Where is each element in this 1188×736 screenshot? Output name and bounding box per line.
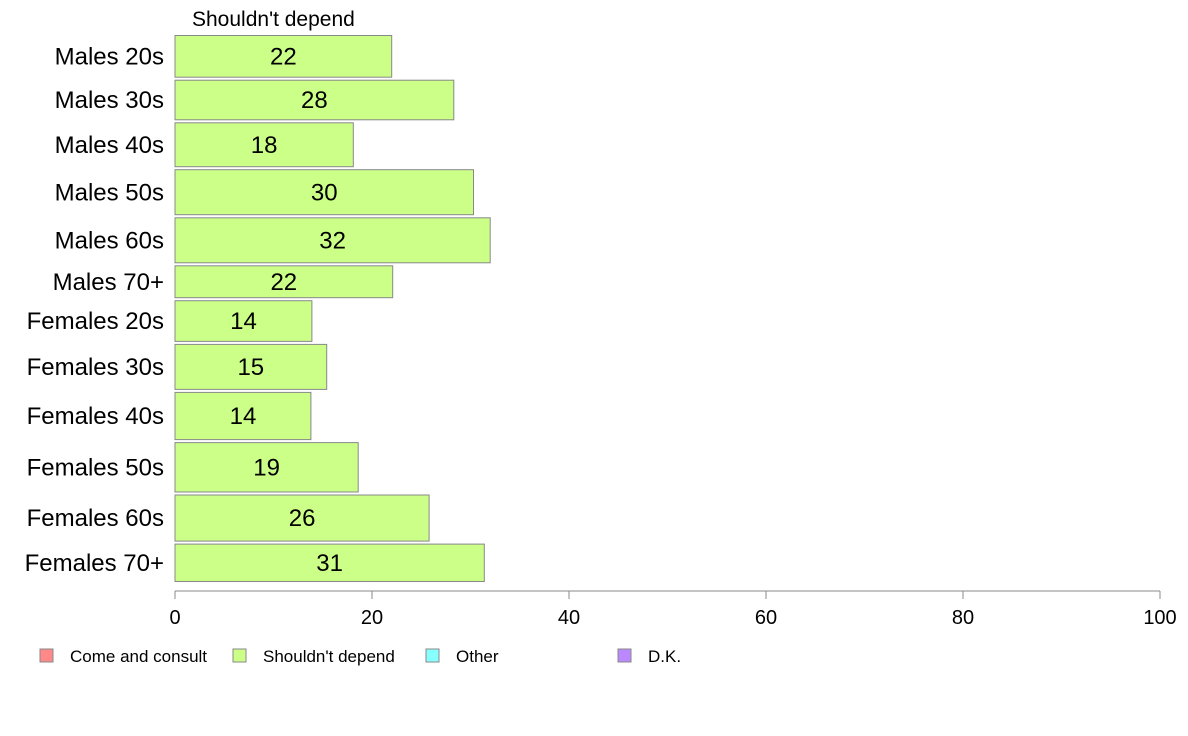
category-label: Males 30s bbox=[55, 87, 164, 114]
category-label: Females 30s bbox=[27, 354, 164, 381]
legend-label: Shouldn't depend bbox=[263, 647, 395, 666]
value-label: 18 bbox=[251, 132, 278, 159]
value-label: 14 bbox=[230, 308, 257, 335]
value-label: 19 bbox=[253, 454, 280, 481]
x-tick-label: 60 bbox=[755, 607, 777, 629]
legend-label: Come and consult bbox=[70, 647, 207, 666]
category-label: Males 50s bbox=[55, 179, 164, 206]
x-tick-label: 80 bbox=[952, 607, 974, 629]
bars-group bbox=[174, 35, 491, 582]
legend-swatch bbox=[232, 648, 247, 663]
category-labels: Males 20s Males 30s Males 40s Males 50s Male… bbox=[25, 43, 164, 576]
legend-label: Other bbox=[456, 647, 499, 666]
value-label: 30 bbox=[311, 179, 338, 206]
value-label: 28 bbox=[301, 87, 328, 114]
value-label: 22 bbox=[270, 43, 297, 70]
bar bbox=[174, 494, 430, 542]
category-label: Males 70+ bbox=[53, 269, 164, 296]
legend-swatch bbox=[39, 648, 54, 663]
bar bbox=[174, 343, 328, 390]
category-label: Males 20s bbox=[55, 43, 164, 70]
bar bbox=[174, 79, 455, 121]
category-label: Females 50s bbox=[27, 454, 164, 481]
legend-swatch bbox=[425, 648, 440, 663]
x-axis: 0 20 40 60 80 100 bbox=[169, 590, 1177, 629]
bar bbox=[174, 217, 491, 264]
x-tick-label: 0 bbox=[169, 607, 180, 629]
value-label: 31 bbox=[316, 550, 343, 577]
bar bbox=[174, 391, 312, 441]
bar bbox=[174, 442, 359, 493]
category-label: Males 60s bbox=[55, 227, 164, 254]
legend-label: D.K. bbox=[648, 647, 681, 666]
x-tick-label: 20 bbox=[361, 607, 383, 629]
bar bbox=[174, 169, 474, 216]
value-label: 26 bbox=[289, 505, 316, 532]
value-label: 22 bbox=[270, 269, 297, 296]
category-label: Males 40s bbox=[55, 132, 164, 159]
value-label: 32 bbox=[319, 227, 346, 254]
bar bbox=[174, 122, 354, 168]
category-label: Females 40s bbox=[27, 403, 164, 430]
value-label: 14 bbox=[230, 403, 257, 430]
bar bbox=[174, 35, 393, 78]
bar bbox=[174, 265, 394, 299]
x-tick-label: 100 bbox=[1143, 607, 1176, 629]
column-header-label: Shouldn't depend bbox=[192, 8, 355, 31]
legend-swatch bbox=[617, 648, 632, 663]
category-label: Females 60s bbox=[27, 505, 164, 532]
category-label: Females 20s bbox=[27, 308, 164, 335]
x-tick-label: 40 bbox=[558, 607, 580, 629]
category-label: Females 70+ bbox=[25, 550, 164, 577]
bar bbox=[174, 300, 313, 342]
value-label: 15 bbox=[237, 354, 264, 381]
legend: Come and consult Shouldn't depend Other D.K… bbox=[39, 647, 681, 666]
bar bbox=[174, 543, 485, 582]
